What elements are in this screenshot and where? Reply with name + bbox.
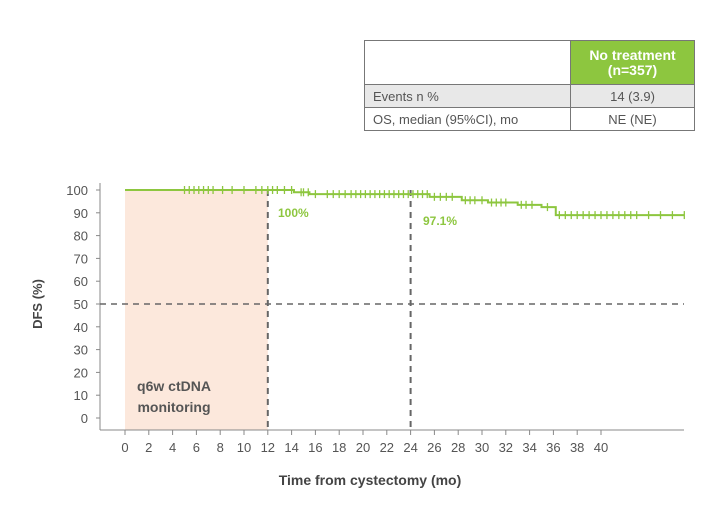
monitoring-shaded-region	[125, 190, 268, 430]
x-tick-label: 22	[380, 440, 394, 455]
x-tick-label: 0	[121, 440, 128, 455]
table-row: OS, median (95%CI), mo NE (NE)	[364, 107, 695, 131]
y-tick-label: 70	[74, 251, 88, 266]
y-tick-label: 10	[74, 388, 88, 403]
x-tick-label: 30	[475, 440, 489, 455]
shade-label-line1: q6w ctDNA	[137, 378, 211, 394]
x-tick-label: 2	[145, 440, 152, 455]
y-tick-label: 100	[66, 183, 88, 198]
x-tick-label: 38	[570, 440, 584, 455]
km-curve	[125, 186, 685, 220]
y-tick-label: 90	[74, 206, 88, 221]
y-tick-label: 80	[74, 229, 88, 244]
x-tick-label: 6	[193, 440, 200, 455]
shade-label-line2: monitoring	[137, 399, 210, 415]
y-tick-label: 60	[74, 274, 88, 289]
x-tick-label: 10	[237, 440, 251, 455]
x-tick-label: 32	[499, 440, 513, 455]
x-tick-label: 26	[427, 440, 441, 455]
y-tick-label: 30	[74, 343, 88, 358]
x-tick-label: 20	[356, 440, 370, 455]
x-tick-label: 34	[522, 440, 536, 455]
x-tick-label: 14	[284, 440, 298, 455]
reference-lines	[100, 190, 684, 430]
header-line2: (n=357)	[607, 61, 658, 78]
x-tick-label: 16	[308, 440, 322, 455]
x-tick-label: 36	[546, 440, 560, 455]
y-tick-label: 50	[74, 297, 88, 312]
x-axis-label: Time from cystectomy (mo)	[279, 472, 462, 488]
annotation-12mo: 100%	[278, 206, 309, 220]
x-tick-label: 28	[451, 440, 465, 455]
y-tick-label: 0	[81, 411, 88, 426]
x-tick-label: 8	[217, 440, 224, 455]
y-axis-label: DFS (%)	[30, 279, 45, 329]
x-tick-label: 24	[403, 440, 417, 455]
row-value: 14 (3.9)	[570, 84, 695, 108]
x-tick-label: 12	[261, 440, 275, 455]
y-tick-label: 40	[74, 320, 88, 335]
no-treatment-header: No treatment (n=357)	[570, 40, 695, 85]
y-tick-label: 20	[74, 365, 88, 380]
row-label: OS, median (95%CI), mo	[364, 107, 571, 131]
summary-table: No treatment (n=357) Events n % 14 (3.9) …	[364, 40, 695, 131]
x-tick-label: 18	[332, 440, 346, 455]
x-tick-label: 4	[169, 440, 176, 455]
table-header-row: No treatment (n=357)	[364, 40, 695, 85]
row-value: NE (NE)	[570, 107, 695, 131]
header-line1: No treatment	[589, 46, 676, 63]
x-tick-label: 40	[594, 440, 608, 455]
annotation-24mo: 97.1%	[423, 214, 457, 228]
